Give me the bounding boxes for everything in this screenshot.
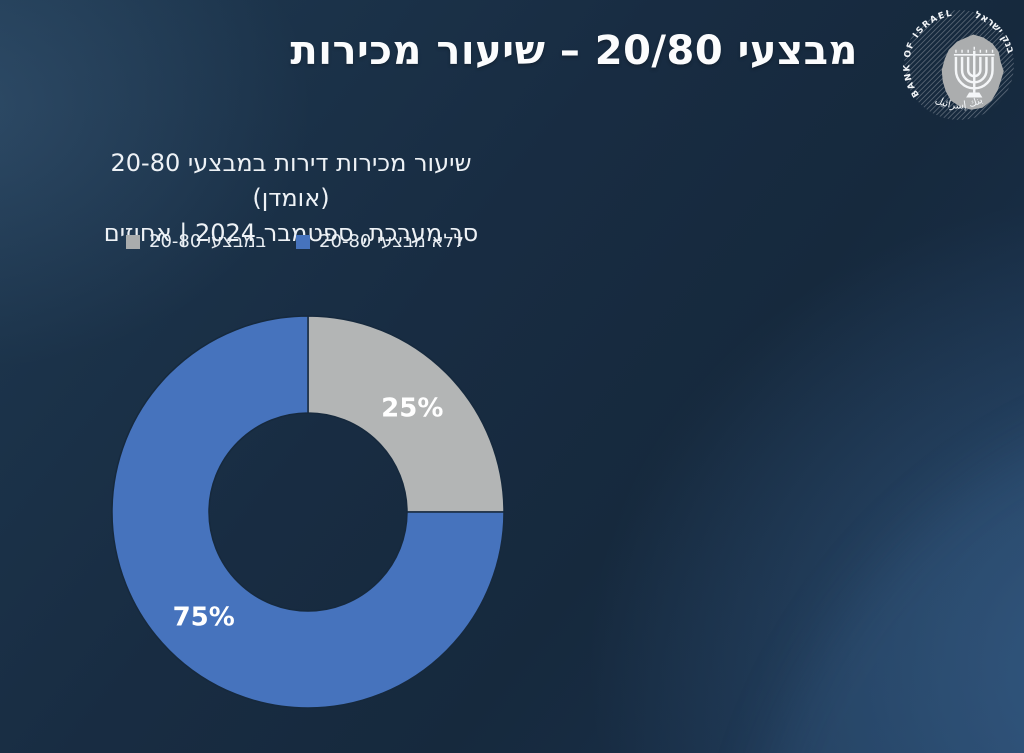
- slide-title: מבצעי 20/80 – שיעור מכירות: [290, 28, 858, 74]
- legend-label-blue: ללא מבצעי 20-80: [319, 231, 464, 252]
- chart-subtitle: סך מערכת, ספטמבר 2024 | אחוזים: [103, 219, 479, 247]
- chart-heading: שיעור מכירות דירות במבצעי 20-80 (אומדן) …: [88, 146, 494, 251]
- logo-stone-blob: [941, 34, 1004, 110]
- donut-slice-label-0: 25%: [381, 394, 443, 424]
- chart-legend: במבצעי 20-80 ללא מבצעי 20-80: [126, 231, 464, 252]
- donut-slice-label-1: 75%: [173, 602, 235, 632]
- bank-of-israel-logo: BANK OF ISRAEL בנק ישראל بنك إسرائيل: [902, 8, 1016, 120]
- background-accent-circle: [740, 380, 1024, 753]
- donut-chart: 25% 75%: [111, 315, 505, 709]
- legend-item-blue: ללא מבצעי 20-80: [296, 231, 464, 252]
- svg-text:بنك إسرائيل: بنك إسرائيل: [933, 95, 985, 112]
- donut-slice-1: [111, 315, 505, 709]
- legend-label-gray: במבצעי 20-80: [149, 231, 267, 252]
- legend-item-gray: במבצעי 20-80: [126, 231, 266, 252]
- legend-swatch-blue-icon: [296, 234, 311, 249]
- logo-text-arabic: بنك إسرائيل: [933, 95, 985, 112]
- menorah-icon: [953, 46, 995, 98]
- chart-title: שיעור מכירות דירות במבצעי 20-80 (אומדן): [110, 149, 472, 212]
- legend-swatch-gray-icon: [126, 234, 140, 249]
- donut-slice-0: [307, 315, 505, 513]
